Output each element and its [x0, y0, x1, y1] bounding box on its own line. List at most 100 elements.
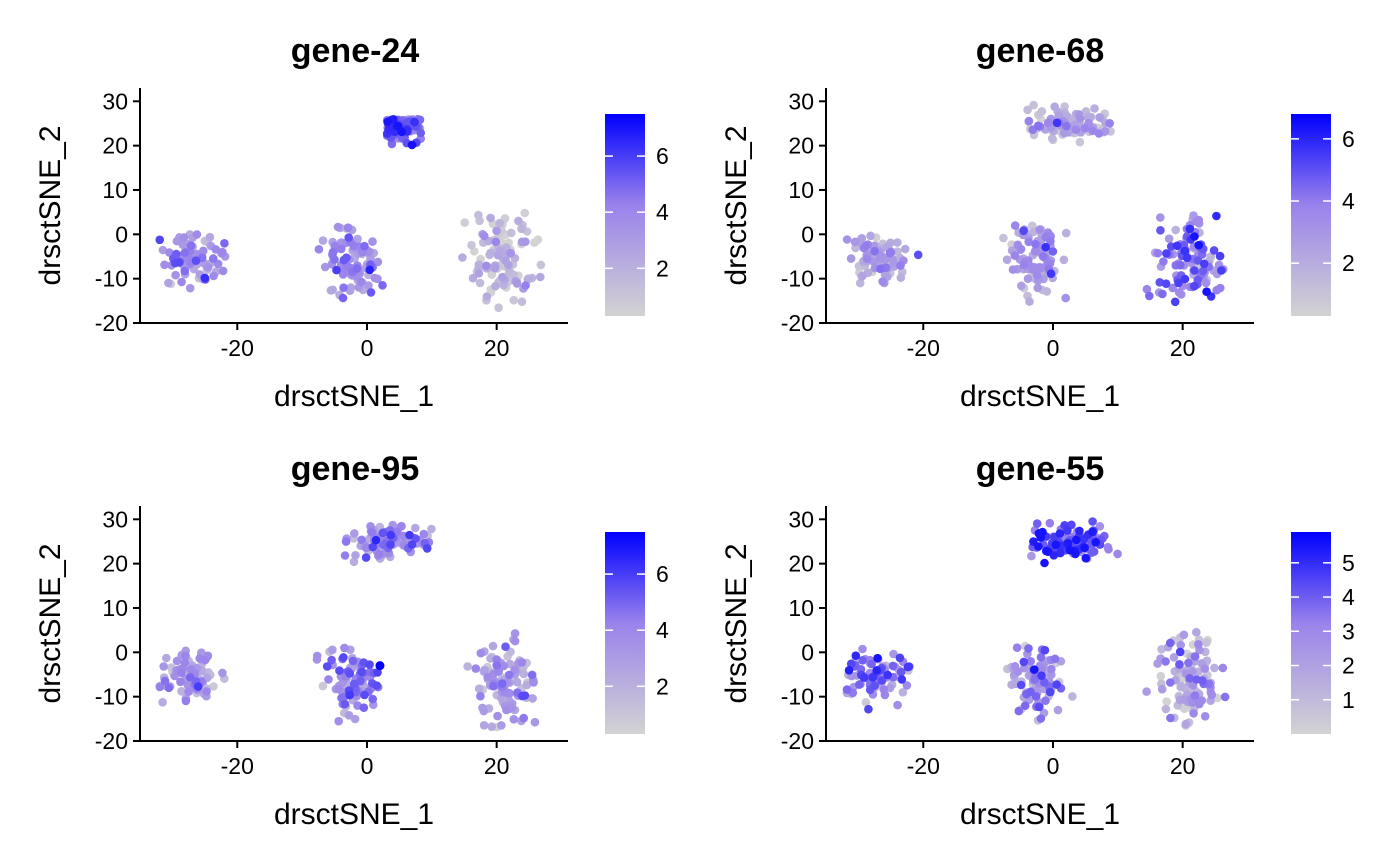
- scatter-point: [486, 248, 495, 258]
- scatter-point: [1042, 546, 1051, 556]
- scatter-point: [1210, 663, 1219, 673]
- scatter-point: [499, 661, 509, 671]
- scatter-point: [474, 210, 483, 220]
- scatter-point: [1043, 118, 1053, 127]
- scatter-point: [1063, 526, 1072, 535]
- colorbar-tick-label: 4: [1342, 584, 1355, 610]
- scatter-point: [896, 273, 906, 283]
- scatter-point: [361, 553, 371, 562]
- scatter-point: [1025, 297, 1034, 306]
- scatter-point: [386, 530, 396, 540]
- scatter-point: [888, 661, 898, 671]
- scatter-point: [859, 673, 869, 682]
- scatter-point: [1192, 627, 1201, 637]
- scatter-point: [397, 127, 407, 137]
- y-tick-label: 0: [801, 221, 814, 247]
- scatter-point: [177, 277, 186, 287]
- scatter-point: [175, 258, 184, 267]
- scatter-point: [530, 717, 540, 727]
- y-tick-label: 20: [102, 551, 128, 577]
- scatter-point: [378, 528, 388, 538]
- scatter-point: [158, 698, 167, 707]
- scatter-point: [1037, 671, 1046, 680]
- scatter-point: [162, 653, 171, 663]
- y-tick-label: 30: [102, 88, 128, 114]
- colorbar-tick-label: 3: [1342, 618, 1355, 644]
- scatter-point: [903, 662, 913, 672]
- scatter-point: [407, 540, 417, 549]
- scatter-point: [877, 676, 886, 685]
- scatter-point: [351, 551, 360, 560]
- scatter-point: [404, 117, 413, 126]
- scatter-point: [160, 260, 169, 270]
- scatter-point: [889, 649, 898, 659]
- scatter-point: [180, 266, 190, 276]
- scatter-point: [320, 262, 330, 272]
- scatter-point: [885, 683, 895, 693]
- scatter-point: [1212, 285, 1221, 295]
- scatter-point: [1038, 527, 1047, 537]
- scatter-point: [1075, 114, 1085, 123]
- scatter-point: [1024, 644, 1033, 653]
- scatter-point: [405, 530, 414, 540]
- scatter-point: [373, 257, 383, 267]
- scatter-point: [1185, 224, 1195, 234]
- scatter-point: [338, 293, 348, 303]
- scatter-point: [467, 240, 476, 250]
- colorbar-tick-label: 1: [1342, 687, 1355, 713]
- scatter-points: [842, 517, 1230, 730]
- y-tick-label: 10: [102, 177, 128, 203]
- colorbar-legend: 2 4 6: [1291, 114, 1355, 316]
- scatter-point: [536, 272, 545, 282]
- colorbar-legend: 2 4 6: [605, 532, 669, 734]
- y-axis-label: drsctSNE_2: [720, 125, 753, 285]
- scatter-point: [328, 247, 338, 257]
- scatter-point: [337, 244, 346, 254]
- scatter-point: [365, 660, 374, 669]
- scatter-point: [1155, 278, 1164, 287]
- y-tick-label: 20: [102, 133, 128, 159]
- scatter-point: [878, 277, 887, 286]
- scatter-points: [842, 100, 1228, 307]
- scatter-point: [181, 696, 191, 706]
- x-tick-label: 0: [1047, 335, 1060, 361]
- y-tick-label: -10: [781, 684, 814, 710]
- scatter-point: [1072, 535, 1081, 545]
- scatter-point: [193, 682, 203, 691]
- colorbar-tick-label: 5: [1342, 550, 1355, 576]
- colorbar-tick-label: 2: [1342, 250, 1355, 276]
- scatter-point: [1047, 664, 1056, 674]
- scatter-point: [510, 665, 519, 675]
- scatter-point: [366, 288, 376, 297]
- scatter-point: [510, 636, 520, 646]
- scatter-point: [374, 550, 384, 559]
- scatter-point: [482, 261, 491, 271]
- scatter-point: [368, 694, 378, 704]
- colorbar-gradient: [605, 114, 645, 316]
- scatter-point: [876, 264, 885, 274]
- scatter-point: [1081, 553, 1091, 563]
- scatter-point: [164, 683, 174, 693]
- scatter-point: [883, 670, 892, 680]
- scatter-point: [522, 680, 532, 690]
- colorbar-legend: 1 2 3 4 5: [1291, 532, 1355, 734]
- scatter-point: [1034, 542, 1043, 551]
- scatter-point: [521, 281, 530, 290]
- scatter-point: [1193, 256, 1203, 265]
- scatter-point: [1215, 251, 1225, 261]
- scatter-point: [1035, 225, 1044, 234]
- y-tick-label: 0: [115, 639, 128, 665]
- scatter-point: [1047, 134, 1057, 143]
- scatter-point: [209, 254, 218, 263]
- scatter-point: [1016, 244, 1026, 254]
- scatter-point: [324, 675, 333, 684]
- x-axis-label: drsctSNE_1: [960, 798, 1120, 831]
- scatter-point: [1048, 247, 1058, 256]
- scatter-point: [1019, 657, 1029, 667]
- scatter-point: [502, 705, 511, 715]
- scatter-point: [383, 117, 393, 126]
- scatter-point: [898, 688, 908, 697]
- scatter-point: [514, 216, 523, 226]
- scatter-point: [360, 690, 369, 700]
